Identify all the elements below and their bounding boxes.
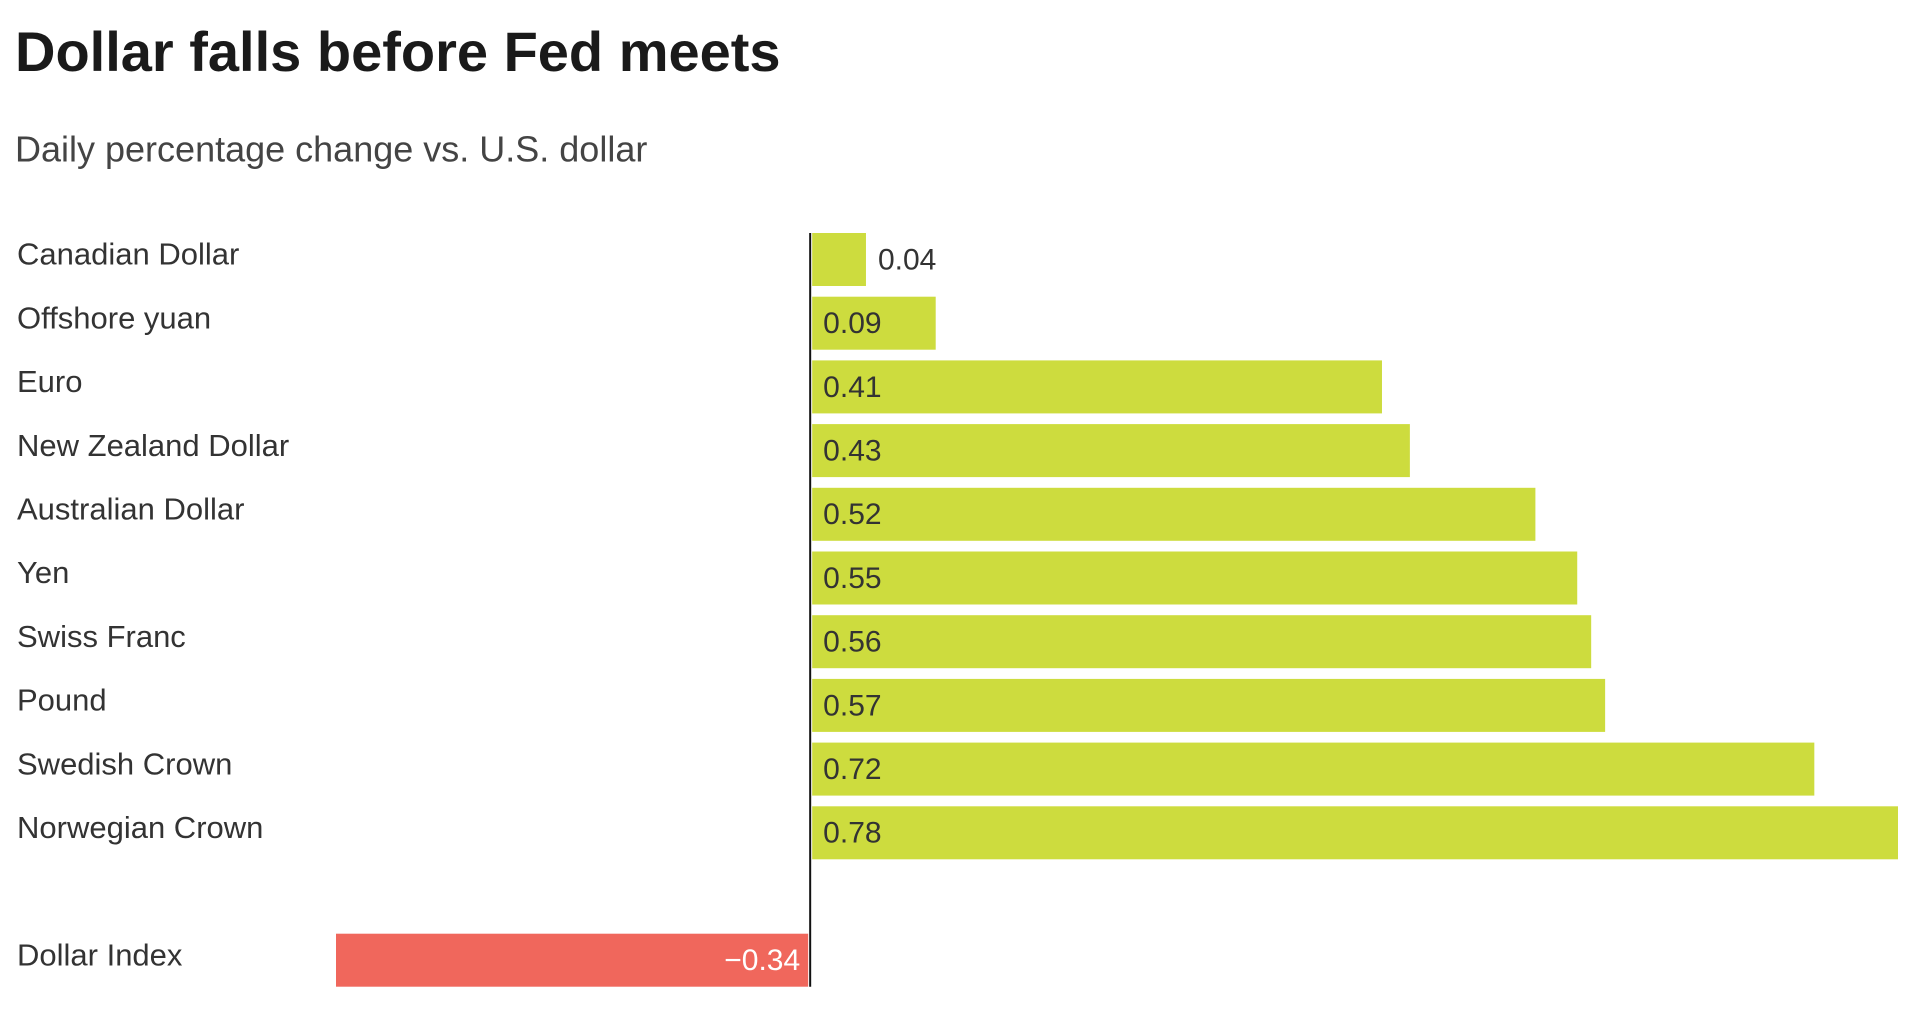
value-label: 0.56 xyxy=(823,626,881,659)
category-label: Australian Dollar xyxy=(17,491,244,526)
bar xyxy=(812,424,1410,478)
value-label: −0.34 xyxy=(724,944,800,977)
value-label: 0.72 xyxy=(823,753,881,786)
value-label: 0.55 xyxy=(823,562,881,595)
bar xyxy=(812,296,936,350)
bar xyxy=(812,742,1815,796)
bar xyxy=(336,933,809,987)
value-label: 0.43 xyxy=(823,435,881,468)
category-label: Swedish Crown xyxy=(17,746,232,781)
value-label: 0.57 xyxy=(823,689,881,722)
bar xyxy=(812,678,1606,732)
value-label: 0.41 xyxy=(823,371,881,404)
bar xyxy=(812,360,1382,414)
category-label: Canadian Dollar xyxy=(17,237,239,272)
bar xyxy=(812,551,1578,605)
category-label: Offshore yuan xyxy=(17,300,211,335)
category-label: Yen xyxy=(17,555,69,590)
bar xyxy=(812,487,1536,541)
bar xyxy=(812,806,1898,860)
category-label: Norwegian Crown xyxy=(17,810,263,845)
chart-subtitle: Daily percentage change vs. U.S. dollar xyxy=(15,129,647,170)
value-label: 0.52 xyxy=(823,498,881,531)
bar xyxy=(812,233,866,286)
category-label: New Zealand Dollar xyxy=(17,428,289,463)
category-label: Euro xyxy=(17,364,82,399)
category-label: Dollar Index xyxy=(17,937,183,972)
value-label: 0.04 xyxy=(878,243,936,276)
category-label: Swiss Franc xyxy=(17,619,186,654)
value-label: 0.09 xyxy=(823,307,881,340)
category-label: Pound xyxy=(17,683,107,718)
value-label: 0.78 xyxy=(823,817,881,850)
bar xyxy=(812,615,1592,669)
chart-title: Dollar falls before Fed meets xyxy=(15,20,781,83)
